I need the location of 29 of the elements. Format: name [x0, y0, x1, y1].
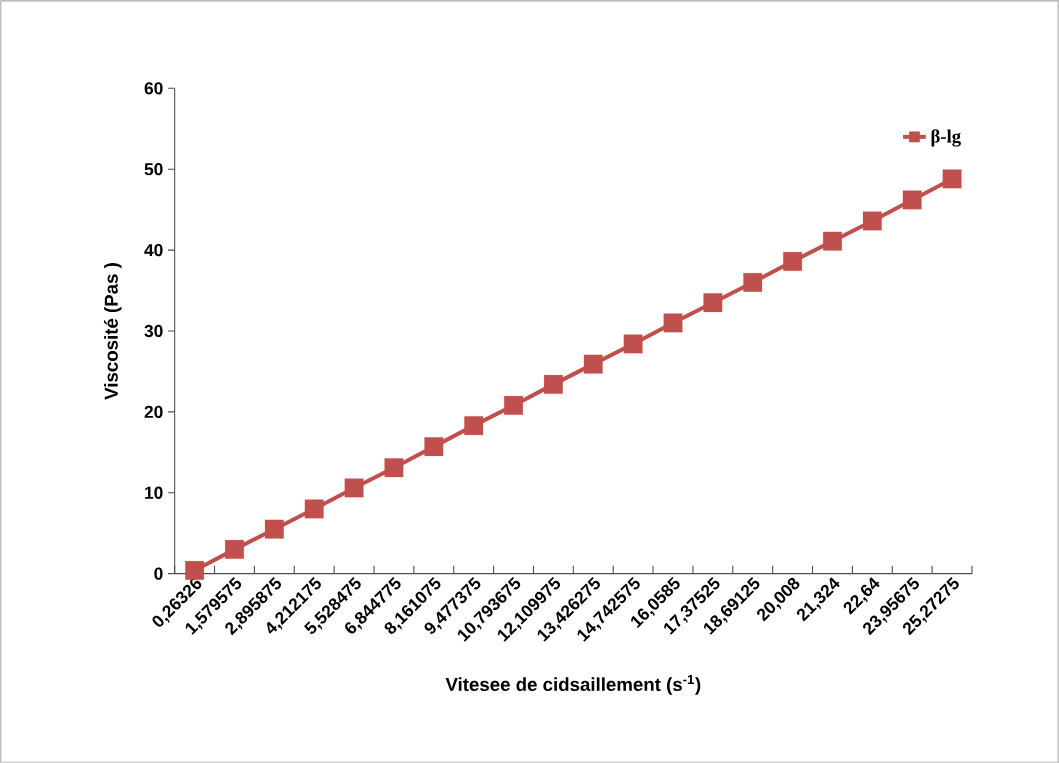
point [823, 231, 842, 251]
y-tick-label: 30 [144, 324, 163, 338]
y-tick-label: 0 [154, 567, 163, 580]
point [743, 273, 763, 292]
y-tick-label: 50 [144, 163, 163, 176]
y-tick-label: 60 [144, 82, 163, 95]
point [663, 313, 683, 333]
legend-label: β-lg [931, 129, 961, 147]
point [384, 458, 404, 478]
point [464, 416, 484, 436]
point [623, 334, 643, 354]
point [583, 354, 603, 374]
point [504, 395, 523, 415]
y-tick-label: 40 [144, 243, 163, 257]
x-axis-title: Vitesee de cidsaillement (s$^{-1}$) [445, 674, 701, 695]
point [783, 252, 803, 271]
point [344, 478, 364, 498]
y-tick-label: 10 [145, 486, 163, 499]
point [543, 374, 563, 394]
point [264, 519, 284, 539]
point [703, 293, 723, 313]
point [942, 169, 962, 189]
point [304, 499, 324, 519]
point [225, 539, 244, 559]
y-tick-label: 20 [144, 405, 163, 419]
y-axis-title: Viscosité (Pas ) [103, 263, 122, 400]
point [902, 190, 922, 210]
point [862, 211, 882, 231]
point [424, 437, 444, 457]
